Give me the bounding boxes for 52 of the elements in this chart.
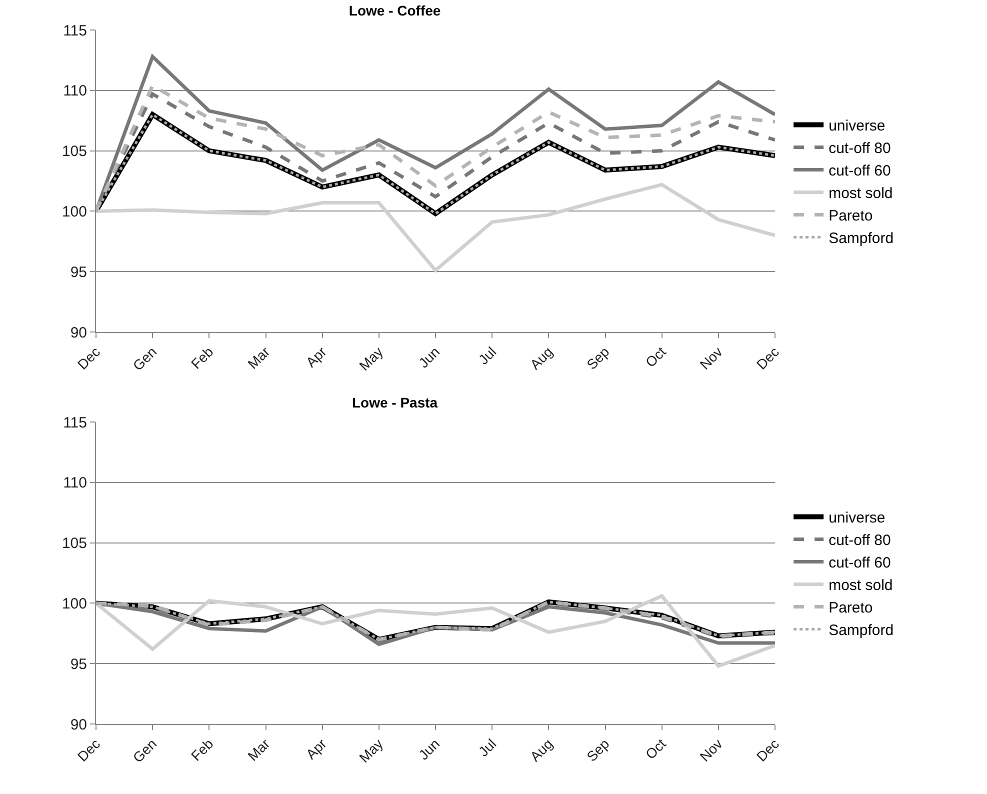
x-tick-label: Mar [244, 343, 274, 372]
x-tick-label: Dec [753, 344, 782, 372]
x-tick-label: Nov [696, 736, 726, 764]
legend-label: most sold [828, 577, 893, 594]
y-tick-label: 110 [63, 82, 87, 100]
x-tick-label: Oct [642, 735, 669, 762]
legend-label: cut-off 60 [828, 554, 891, 572]
legend-label: universe [828, 510, 886, 527]
x-tick-label: Sep [583, 343, 612, 372]
x-tick-label: Feb [188, 735, 216, 764]
x-tick-label: Mar [244, 735, 274, 764]
y-tick-label: 105 [62, 143, 87, 160]
x-tick-label: Gen [130, 736, 160, 766]
y-tick-label: 115 [63, 414, 87, 432]
chart-title: Lowe - Coffee [348, 2, 441, 19]
legend-label: Sampford [828, 622, 894, 640]
x-tick-label: Nov [696, 344, 726, 372]
y-tick-label: 95 [70, 264, 87, 281]
legend-label: cut-off 80 [828, 532, 891, 550]
y-tick-label: 100 [62, 595, 87, 612]
x-tick-label: Feb [188, 343, 216, 372]
x-tick-label: Gen [130, 344, 160, 374]
x-tick-label: Apr [302, 343, 330, 370]
x-tick-label: Aug [526, 736, 556, 764]
chart-title: Lowe - Pasta [352, 394, 438, 411]
y-tick-label: 105 [62, 535, 87, 552]
y-tick-label: 100 [62, 203, 87, 220]
legend-label: Sampford [828, 230, 894, 248]
x-tick-label: Jun [415, 736, 443, 763]
y-tick-label: 90 [70, 324, 87, 342]
x-tick-label: Oct [642, 343, 669, 370]
y-tick-label: 90 [70, 716, 87, 734]
x-tick-label: Jun [415, 344, 443, 371]
x-tick-label: Apr [302, 735, 330, 762]
legend-label: cut-off 80 [828, 140, 891, 158]
x-tick-label: Dec [74, 736, 104, 764]
x-tick-label: May [356, 736, 386, 766]
x-tick-label: Sep [583, 735, 612, 764]
legend-label: Pareto [828, 208, 873, 225]
x-tick-label: Jul [475, 736, 500, 760]
y-tick-label: 115 [63, 22, 87, 40]
x-tick-label: May [356, 344, 386, 374]
x-tick-label: Dec [753, 736, 782, 764]
legend-label: Pareto [828, 600, 873, 617]
legend-label: cut-off 60 [828, 162, 891, 180]
x-tick-label: Dec [74, 344, 104, 372]
x-tick-label: Aug [526, 344, 556, 372]
legend-label: universe [828, 118, 886, 135]
legend-label: most sold [828, 185, 893, 202]
y-tick-label: 95 [70, 656, 87, 673]
x-tick-label: Jul [475, 344, 500, 368]
y-tick-label: 110 [63, 474, 87, 492]
